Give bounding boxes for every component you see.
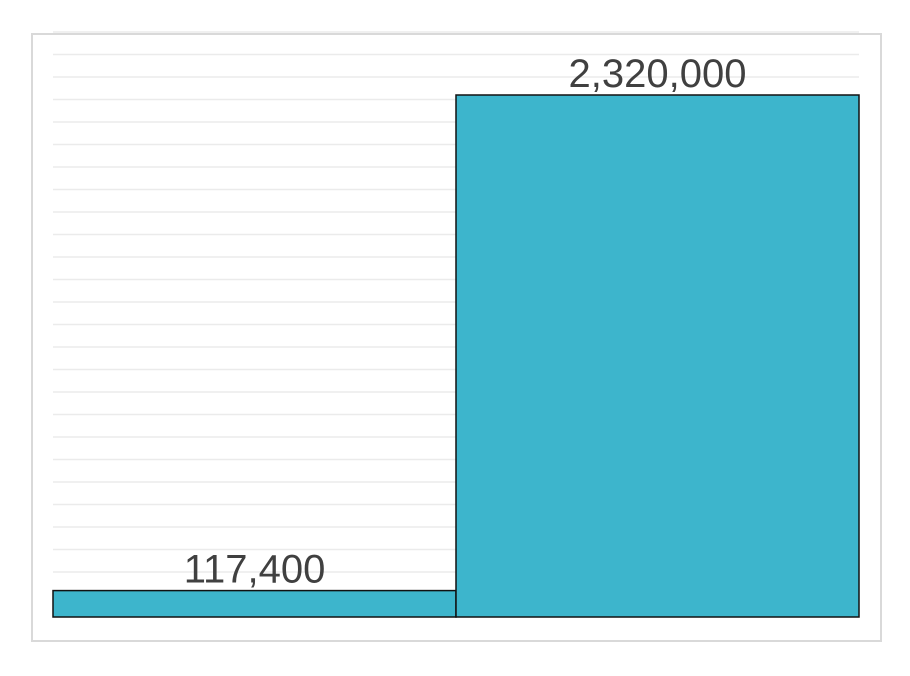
bars (52, 94, 860, 618)
bar-1 (52, 589, 457, 618)
data-labels: 117,400 2,320,000 (184, 52, 747, 592)
data-label-1: 117,400 (184, 548, 326, 592)
data-label-2: 2,320,000 (569, 52, 747, 96)
bar-2 (455, 94, 860, 618)
